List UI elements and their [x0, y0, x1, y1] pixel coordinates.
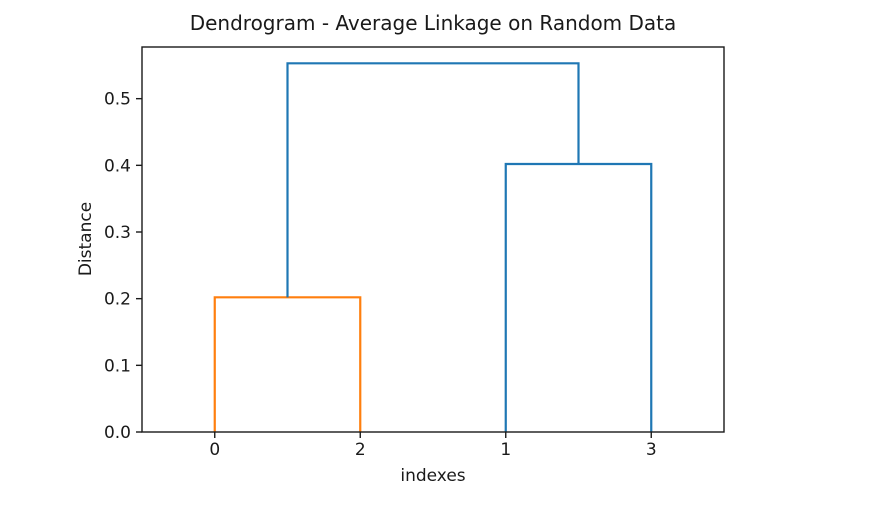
- y-tick-label-0.5: 0.5: [104, 90, 131, 110]
- y-tick-label-0.1: 0.1: [104, 356, 131, 376]
- x-tick-label-3: 3: [646, 440, 657, 460]
- plot-area: [142, 47, 724, 432]
- x-axis: 0 2 1 3: [209, 432, 657, 460]
- axes-spines: [141, 46, 725, 433]
- y-axis: 0.0 0.1 0.2 0.3 0.4 0.5: [104, 90, 142, 443]
- y-tick-label-0.4: 0.4: [104, 156, 131, 176]
- dendrogram-links: [213, 62, 653, 432]
- chart-title: Dendrogram - Average Linkage on Random D…: [190, 11, 677, 35]
- y-tick-label-0.3: 0.3: [104, 223, 131, 243]
- x-tick-label-1: 1: [500, 440, 511, 460]
- x-axis-label: indexes: [400, 466, 465, 486]
- link-root: [286, 62, 580, 298]
- y-tick-label-0.2: 0.2: [104, 290, 131, 310]
- x-tick-label-0: 0: [209, 440, 220, 460]
- x-tick-label-2: 2: [355, 440, 366, 460]
- y-tick-label-0.0: 0.0: [104, 423, 131, 443]
- y-axis-label: Distance: [76, 202, 96, 276]
